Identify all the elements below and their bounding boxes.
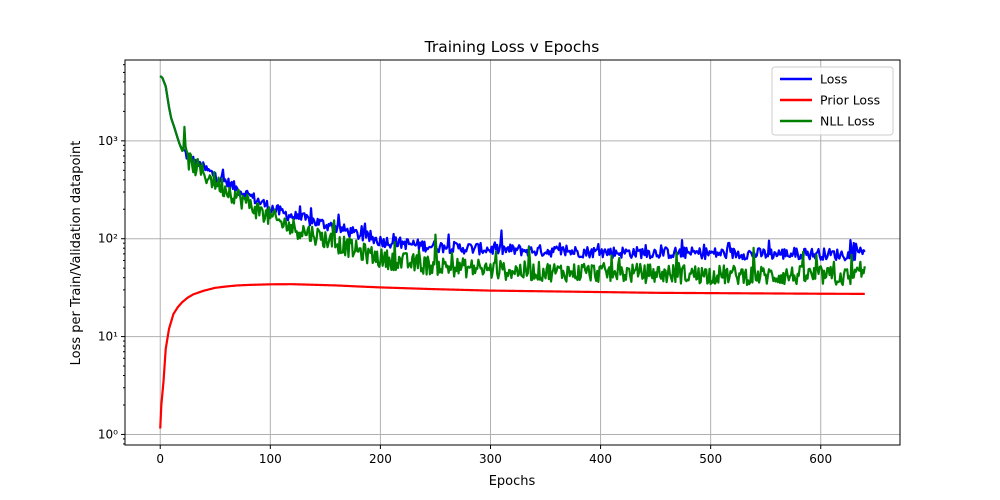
legend: Loss Prior Loss NLL Loss bbox=[771, 66, 894, 136]
legend-box bbox=[771, 66, 894, 136]
legend-label-loss: Loss bbox=[820, 72, 847, 87]
series-line-nll-loss bbox=[159, 75, 866, 287]
chart-title: Training Loss v Epochs bbox=[424, 38, 600, 56]
x-tick-label: 300 bbox=[479, 452, 502, 466]
y-tick-label: 10³ bbox=[98, 134, 118, 148]
x-axis-label: Epochs bbox=[489, 474, 536, 489]
x-tick-label: 100 bbox=[259, 452, 282, 466]
x-tick-label: 600 bbox=[809, 452, 832, 466]
y-tick-label: 10² bbox=[98, 232, 118, 246]
x-axis: 0 100 200 300 400 500 600 bbox=[156, 445, 832, 466]
y-axis: 10⁰ 10¹ 10² 10³ bbox=[98, 64, 125, 445]
series-layer bbox=[159, 75, 866, 429]
x-tick-label: 200 bbox=[369, 452, 392, 466]
y-axis-label: Loss per Train/Validation datapoint bbox=[69, 141, 84, 366]
series-line-prior-loss bbox=[159, 283, 865, 429]
y-tick-label: 10¹ bbox=[98, 330, 118, 344]
y-tick-label: 10⁰ bbox=[98, 427, 118, 441]
legend-label-nll-loss: NLL Loss bbox=[820, 114, 875, 129]
legend-label-prior-loss: Prior Loss bbox=[820, 93, 880, 108]
series-line-loss bbox=[159, 75, 866, 262]
x-tick-label: 500 bbox=[699, 452, 722, 466]
x-tick-label: 0 bbox=[156, 452, 164, 466]
x-tick-label: 400 bbox=[589, 452, 612, 466]
plot-frame bbox=[124, 59, 901, 446]
